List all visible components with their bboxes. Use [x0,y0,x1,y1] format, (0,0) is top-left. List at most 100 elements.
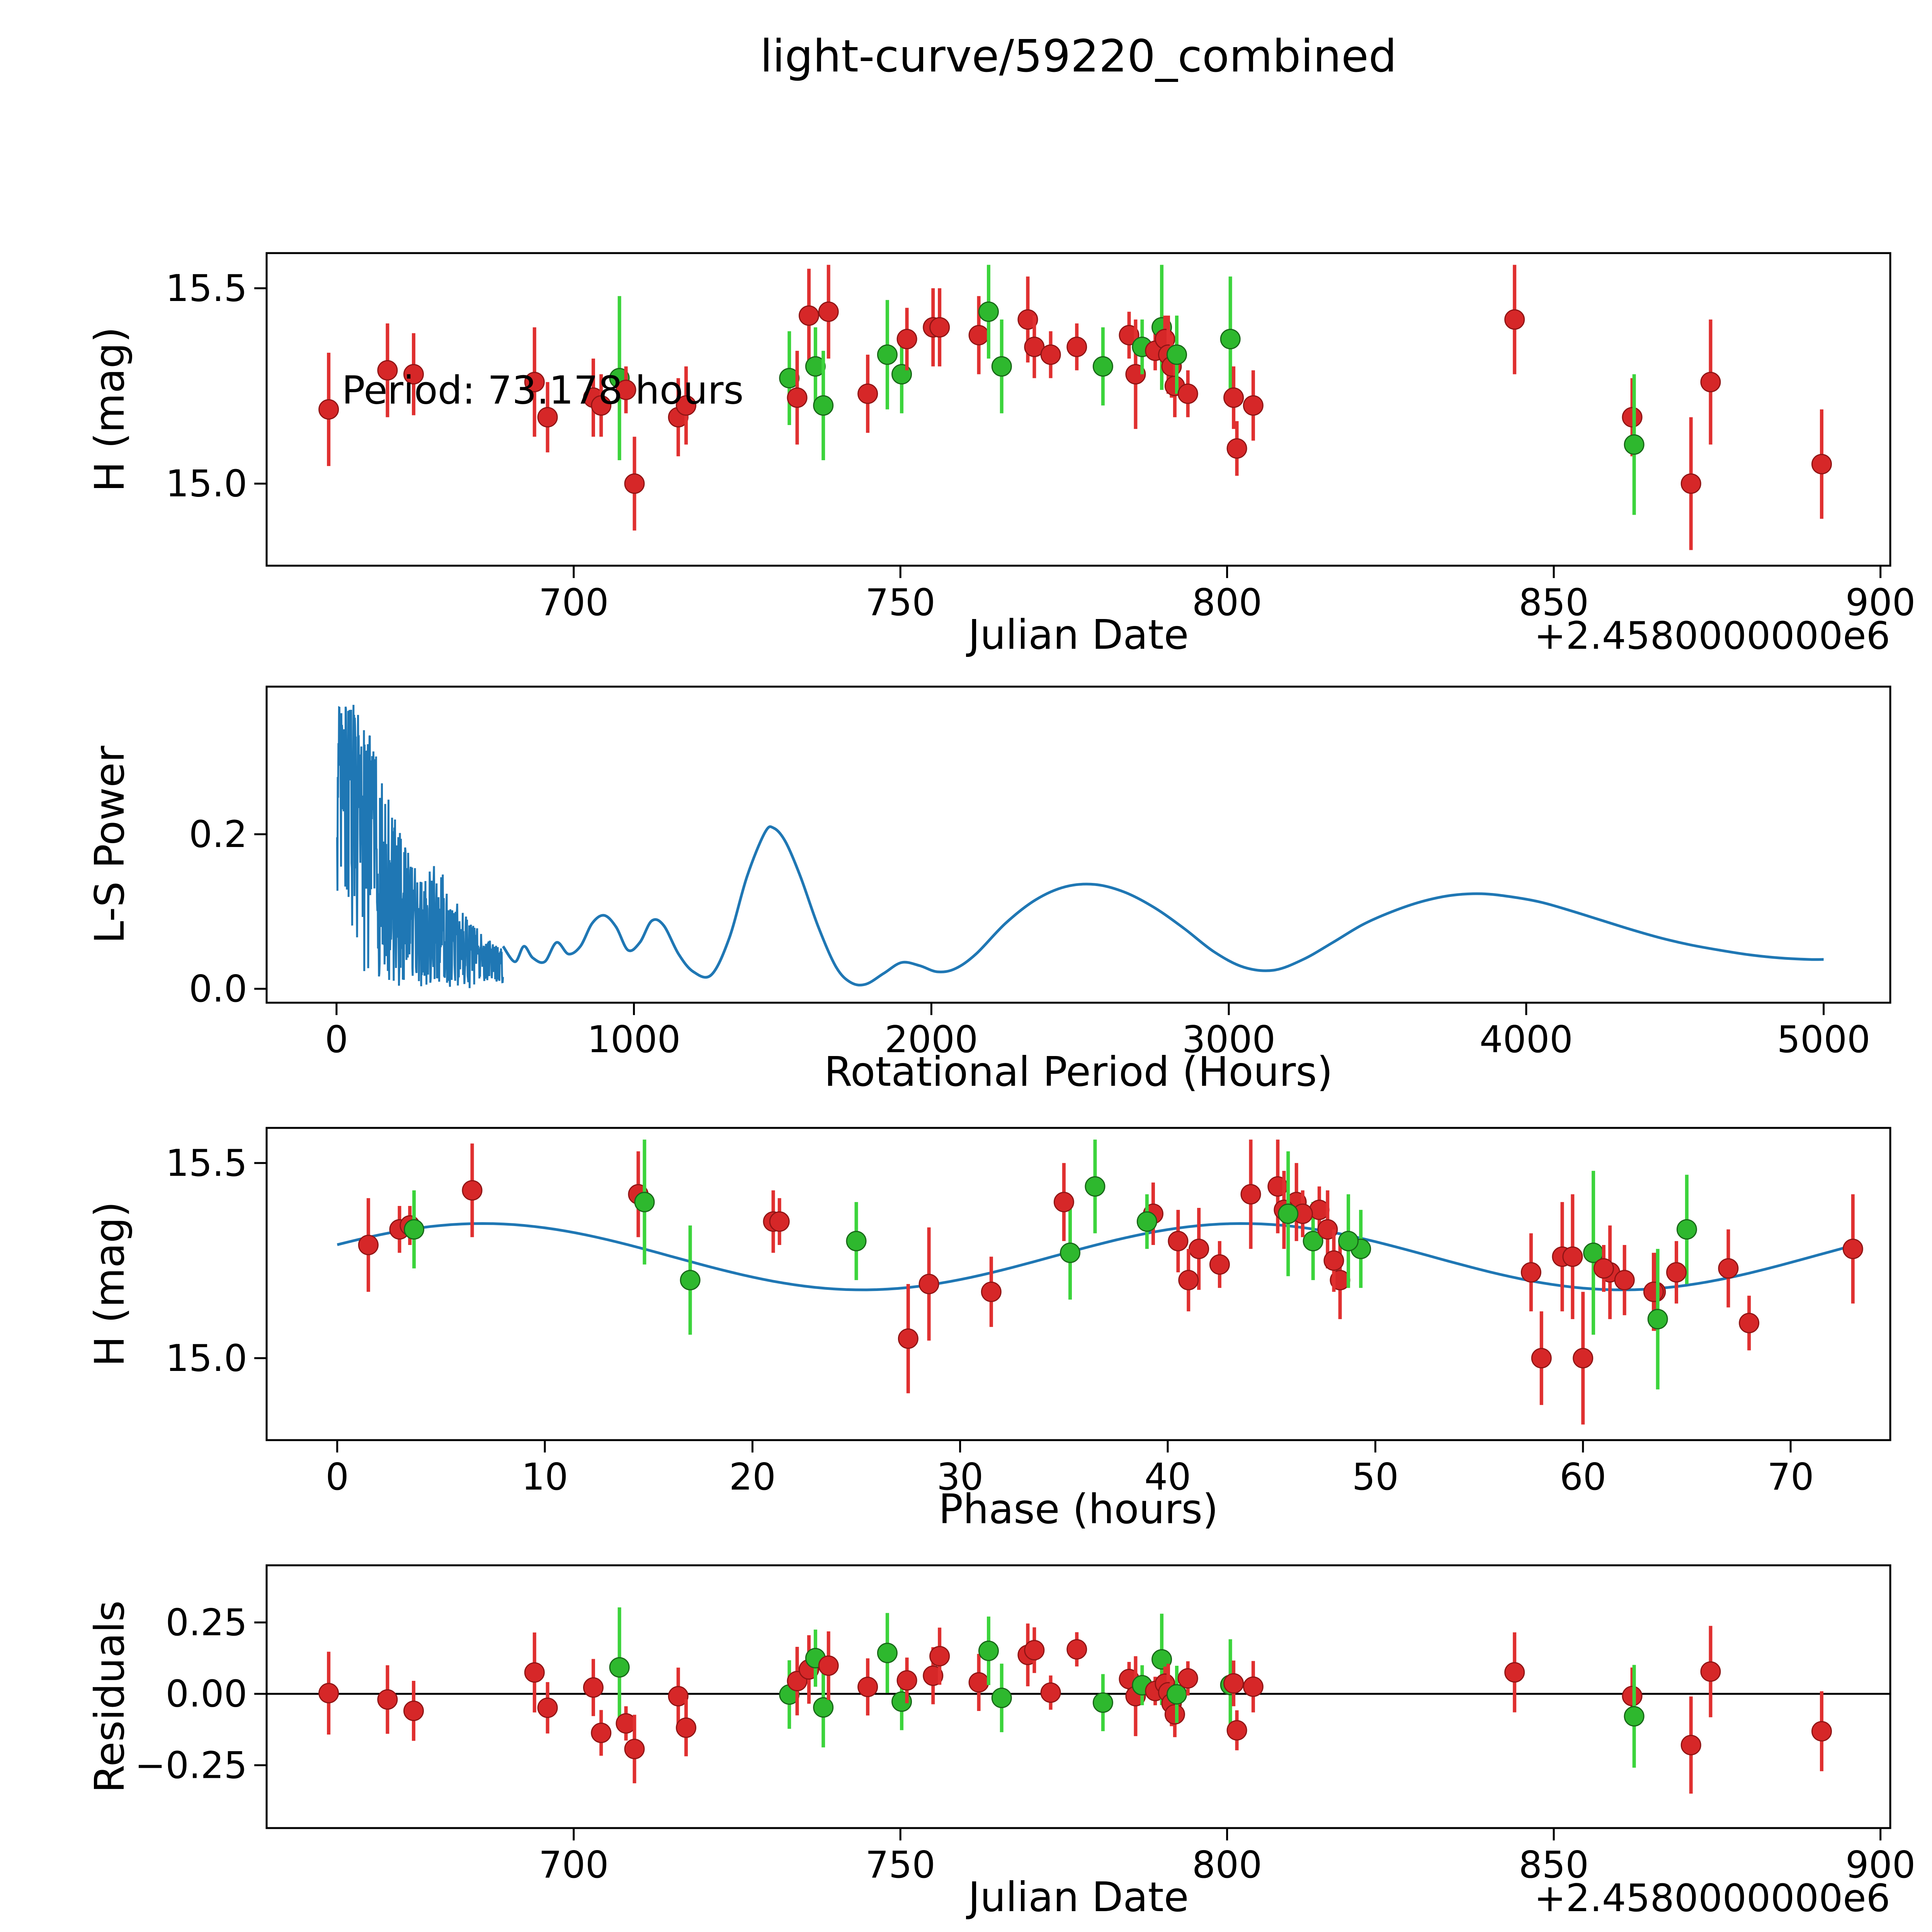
data-point [1243,1676,1264,1697]
data-point [1024,337,1045,357]
data-point [1338,1231,1359,1252]
data-point [896,328,917,349]
data-point [779,368,800,389]
data-point [1504,1662,1525,1683]
x-tick-label: 700 [539,1844,609,1886]
periodogram-ylabel: L-S Power [86,745,133,944]
data-point [968,1672,989,1693]
x-tick-label: 40 [1145,1456,1191,1498]
data-point [1177,383,1198,404]
x-tick-label: 4000 [1480,1019,1573,1061]
x-tick-label: 70 [1767,1456,1814,1498]
data-point [857,383,878,404]
data-point [1680,1735,1701,1755]
data-point [318,1683,339,1704]
data-point [609,1657,630,1678]
x-tick-label: 850 [1519,582,1588,624]
x-tick-label: 850 [1519,1844,1588,1886]
lightcurve-x-offset-text: +2.4580000000e6 [1534,614,1890,658]
data-point [1504,309,1525,330]
data-point [1178,1270,1199,1291]
data-point [1622,407,1643,428]
data-point [1303,1231,1323,1252]
data-point [377,1689,398,1710]
data-point [624,473,645,494]
data-point [857,1677,878,1697]
data-point [929,317,950,338]
data-point [1164,1704,1185,1725]
data-point [1520,1262,1541,1283]
panel-spines [265,252,1891,567]
data-point [818,301,839,322]
lightcurve-xlabel: Julian Date [966,611,1189,658]
data-point [818,1655,839,1676]
data-point [377,360,398,381]
data-point [1092,356,1113,377]
data-point [1243,395,1264,416]
data-point [1053,1192,1074,1213]
data-point [898,1328,918,1349]
x-tick-label: 750 [866,1844,935,1886]
y-tick-label: 15.5 [165,267,247,310]
data-point [1573,1348,1594,1369]
data-point [1666,1262,1687,1283]
x-tick-label: 50 [1352,1456,1399,1498]
data-point [537,1697,558,1718]
x-tick-label: 1000 [587,1019,681,1061]
data-point [676,1717,697,1738]
data-point [1842,1238,1863,1259]
data-point [1060,1242,1081,1263]
data-point [1085,1176,1105,1197]
data-point [1223,1673,1244,1694]
data-point [1240,1184,1261,1205]
model-curve [337,1222,1854,1291]
data-point [1562,1246,1583,1267]
data-point [1066,1639,1087,1660]
data-point [1278,1203,1299,1224]
data-point [991,1687,1012,1708]
data-point [929,1646,950,1667]
panel-content-phased_light_curve [337,1139,1863,1425]
panel-phased_light_curve: 0 10 20 30 40 50 60 70 15.0 15.5 [165,1127,1891,1498]
data-point [1136,1211,1157,1232]
panel-light_curve: 700 750 800 850 900 15.0 15.5 [165,252,1915,624]
data-point [1040,344,1061,365]
x-tick-label: 800 [1192,1844,1262,1886]
data-point [537,407,558,428]
data-point [1323,1250,1344,1271]
data-point [978,1640,999,1661]
data-point [1209,1254,1230,1275]
panel-residuals: 700 750 800 850 900 −0.25 0.00 0.25 [135,1564,1915,1886]
data-point [968,325,989,345]
data-point [1811,1721,1832,1742]
x-tick-label: 60 [1560,1456,1606,1498]
data-point [1066,337,1087,357]
x-tick-label: 0 [325,1019,348,1061]
data-point [1226,1720,1247,1741]
data-point [591,395,612,416]
data-point [1624,434,1645,455]
lightcurve-ylabel: H (mag) [86,327,133,492]
data-point [1811,454,1832,474]
data-point [616,379,636,400]
data-point [676,395,697,416]
y-tick-label: −0.25 [135,1744,247,1787]
y-tick-label: 0.0 [189,968,247,1010]
residuals-x-offset-text: +2.4580000000e6 [1534,1876,1890,1920]
data-point [680,1270,701,1291]
x-tick-label: 900 [1845,1844,1915,1886]
data-point [1624,1706,1645,1727]
residuals-xlabel: Julian Date [966,1874,1189,1921]
data-point [403,364,424,384]
data-point [634,1192,655,1213]
data-point [1622,1685,1643,1706]
panel-spines [265,685,1891,1004]
data-point [1643,1281,1664,1302]
data-point [896,1670,917,1691]
y-tick-label: 15.0 [165,1337,247,1380]
data-point [583,1677,604,1698]
data-point [918,1274,939,1294]
data-point [1739,1313,1760,1333]
data-point [1647,1309,1668,1330]
